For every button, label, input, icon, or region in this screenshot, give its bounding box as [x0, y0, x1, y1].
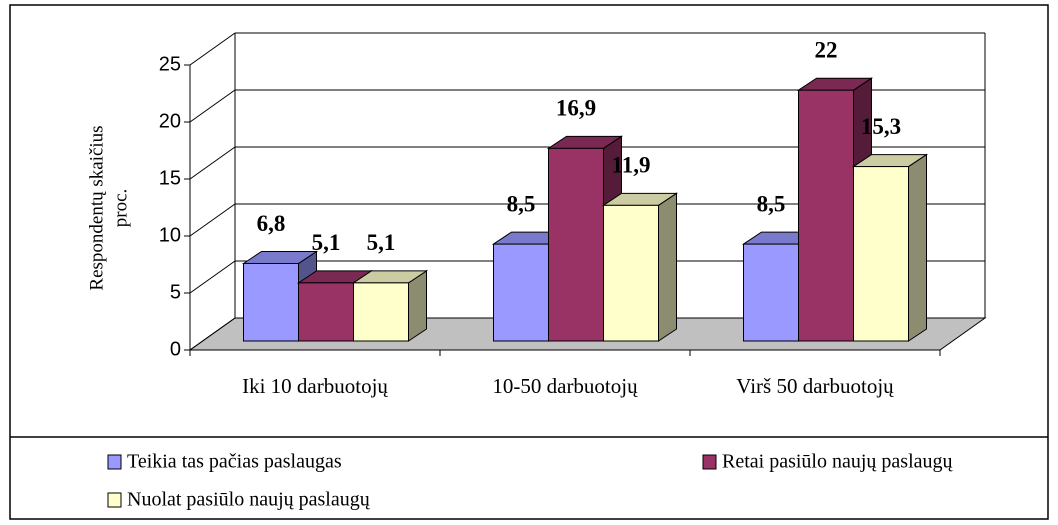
- y-axis-label: proc.: [110, 189, 131, 228]
- grid-line: [189, 203, 236, 237]
- x-tick-label: Iki 10 darbuotojų: [242, 374, 388, 398]
- value-label: 6,8: [257, 211, 286, 236]
- x-tick-label: Virš 50 darbuotojų: [736, 374, 894, 398]
- legend-label: Retai pasiūlo naujų paslaugų: [722, 451, 954, 473]
- legend-label: Nuolat pasiūlo naujų paslaugų: [127, 489, 371, 511]
- y-tick-label: 5: [170, 281, 181, 303]
- bar: [298, 282, 354, 342]
- value-label: 5,1: [367, 230, 396, 255]
- y-tick-label: 0: [170, 338, 181, 360]
- bar: [243, 262, 299, 342]
- legend-swatch: [702, 454, 717, 470]
- y-axis-label: Respondentų skaičius: [86, 125, 107, 290]
- bar: [353, 282, 409, 342]
- bar: [853, 166, 909, 342]
- grid-line: [189, 32, 236, 66]
- y-tick-label: 20: [159, 110, 181, 132]
- bar: [548, 147, 604, 342]
- grid-line: [189, 317, 236, 351]
- y-tick-label: 15: [159, 167, 181, 189]
- value-label: 11,9: [612, 153, 651, 178]
- bar-side: [908, 153, 927, 342]
- value-label: 8,5: [757, 191, 786, 216]
- legend-swatch: [107, 492, 122, 508]
- grid-line: [189, 260, 236, 294]
- value-label: 15,3: [861, 114, 901, 139]
- value-label: 5,1: [312, 230, 341, 255]
- value-label: 8,5: [507, 191, 536, 216]
- legend-label: Teikia tas pačias paslaugas: [127, 451, 342, 473]
- value-label: 22: [815, 37, 838, 62]
- bar: [493, 243, 549, 342]
- bar: [743, 243, 799, 342]
- y-tick-label: 10: [159, 224, 181, 246]
- value-label: 16,9: [556, 96, 596, 121]
- x-tick-label: 10-50 darbuotojų: [492, 374, 638, 398]
- legend-swatch: [107, 454, 122, 470]
- grid-line: [189, 146, 236, 180]
- y-tick-label: 25: [159, 53, 181, 75]
- bar: [798, 89, 854, 342]
- bar-side: [658, 192, 677, 342]
- grid-line: [189, 89, 236, 123]
- bar: [603, 204, 659, 342]
